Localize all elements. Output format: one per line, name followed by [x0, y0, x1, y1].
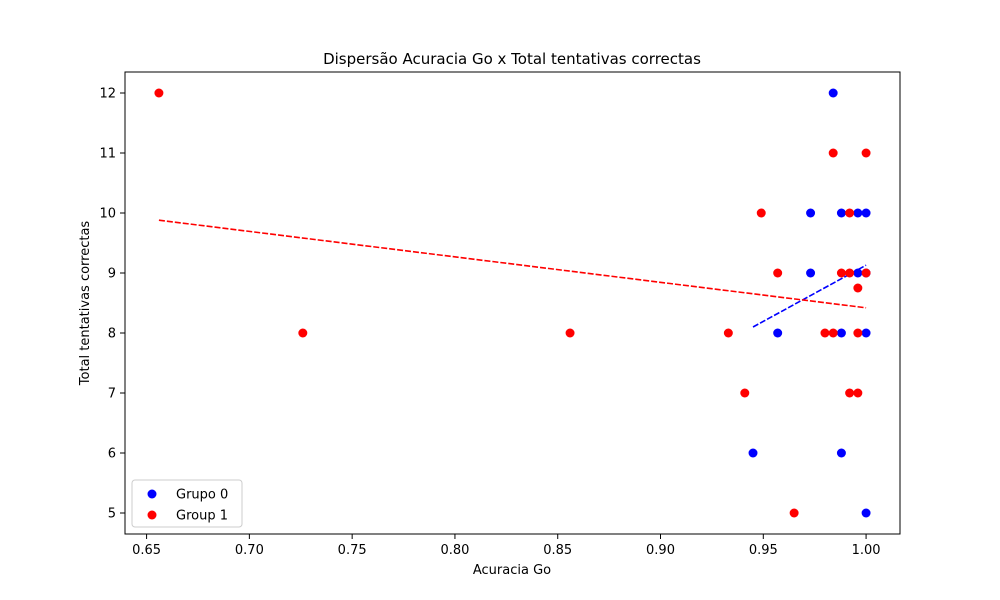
x-tick-label: 0.65	[132, 543, 161, 558]
y-tick-label: 12	[99, 87, 116, 102]
y-tick-label: 8	[108, 327, 116, 342]
chart-title: Dispersão Acuracia Go x Total tentativas…	[323, 50, 701, 68]
scatter-point-series-0	[773, 328, 783, 338]
scatter-point-series-1	[845, 268, 855, 278]
legend: Grupo 0 Group 1	[131, 479, 243, 528]
scatter-point-series-0	[806, 268, 816, 278]
scatter-point-series-1	[565, 328, 575, 338]
scatter-point-series-0	[828, 88, 838, 98]
x-tick-label: 0.70	[235, 543, 264, 558]
scatter-point-series-1	[789, 508, 799, 518]
scatter-point-series-1	[845, 208, 855, 218]
x-tick-label: 0.80	[440, 543, 469, 558]
x-tick-label: 1.00	[852, 543, 881, 558]
scatter-point-series-1	[845, 388, 855, 398]
trend-line-series-1	[158, 219, 867, 309]
legend-label-series-0: Grupo 0	[176, 488, 228, 503]
legend-marker-series-1	[147, 510, 157, 520]
scatter-point-series-0	[861, 508, 871, 518]
scatter-point-series-0	[861, 328, 871, 338]
scatter-point-series-0	[853, 268, 863, 278]
y-tick-label: 9	[108, 267, 116, 282]
x-tick-label: 0.90	[646, 543, 675, 558]
scatter-point-series-1	[828, 148, 838, 158]
scatter-point-series-1	[773, 268, 783, 278]
scatter-point-series-1	[298, 328, 308, 338]
x-tick-label: 0.75	[338, 543, 367, 558]
scatter-point-series-0	[853, 208, 863, 218]
scatter-point-series-0	[861, 208, 871, 218]
legend-marker-series-0	[147, 489, 157, 499]
scatter-point-series-1	[861, 268, 871, 278]
x-tick-label: 0.85	[543, 543, 572, 558]
y-tick-label: 5	[108, 507, 116, 522]
scatter-point-series-1	[853, 283, 863, 293]
legend-box	[131, 479, 243, 528]
scatter-point-series-1	[820, 328, 830, 338]
y-tick-label: 6	[108, 447, 116, 462]
scatter-point-series-0	[748, 448, 758, 458]
scatter-point-series-1	[853, 388, 863, 398]
plot-frame	[124, 71, 901, 535]
scatter-point-series-1	[861, 148, 871, 158]
scatter-point-series-1	[853, 328, 863, 338]
y-tick-label: 10	[99, 207, 116, 222]
y-tick-label: 11	[99, 147, 116, 162]
y-axis-label: Total tentativas correctas	[78, 221, 93, 387]
legend-label-series-1: Group 1	[176, 509, 228, 524]
scatter-point-series-1	[756, 208, 766, 218]
scatter-point-series-0	[836, 328, 846, 338]
scatter-point-series-1	[723, 328, 733, 338]
scatter-point-series-1	[154, 88, 164, 98]
scatter-point-series-0	[836, 208, 846, 218]
scatter-point-series-1	[828, 328, 838, 338]
scatter-point-series-1	[836, 268, 846, 278]
scatter-point-series-0	[836, 448, 846, 458]
x-tick-label: 0.95	[749, 543, 778, 558]
x-axis-label: Acuracia Go	[473, 563, 551, 578]
scatter-point-series-0	[806, 208, 816, 218]
y-tick-label: 7	[108, 387, 116, 402]
scatter-point-series-1	[740, 388, 750, 398]
